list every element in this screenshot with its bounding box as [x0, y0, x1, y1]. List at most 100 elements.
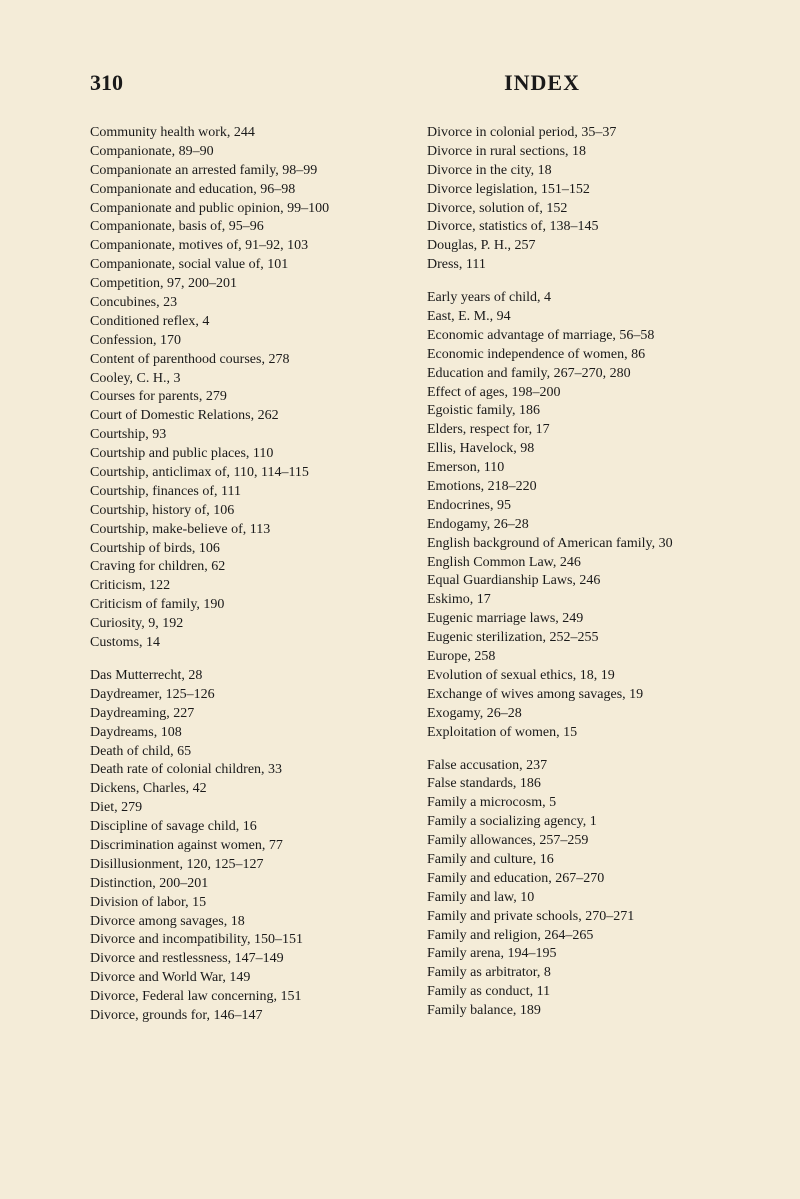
index-entry: Family and culture, 16 [427, 851, 740, 870]
index-entry: Courtship, history of, 106 [90, 502, 403, 521]
index-entry: Europe, 258 [427, 648, 740, 667]
index-entry: Daydreaming, 227 [90, 705, 403, 724]
index-entry: Divorce legislation, 151–152 [427, 181, 740, 200]
index-entry: Ellis, Havelock, 98 [427, 440, 740, 459]
index-entry: Daydreamer, 125–126 [90, 686, 403, 705]
index-entry: Dress, 111 [427, 256, 740, 275]
index-entry: Customs, 14 [90, 634, 403, 653]
index-entry: Divorce and restlessness, 147–149 [90, 950, 403, 969]
section-gap [90, 653, 403, 667]
index-entry: Content of parenthood courses, 278 [90, 351, 403, 370]
index-entry: False accusation, 237 [427, 757, 740, 776]
index-entry: Courtship of birds, 106 [90, 540, 403, 559]
index-entry: Family and law, 10 [427, 889, 740, 908]
index-entry: English background of American family, 3… [427, 535, 740, 554]
index-entry: Economic independence of women, 86 [427, 346, 740, 365]
index-entry: Family as conduct, 11 [427, 983, 740, 1002]
index-entry: Companionate, motives of, 91–92, 103 [90, 237, 403, 256]
index-entry: Divorce in the city, 18 [427, 162, 740, 181]
index-entry: Evolution of sexual ethics, 18, 19 [427, 667, 740, 686]
page-header: 310 INDEX [90, 70, 740, 96]
left-column: Community health work, 244Companionate, … [90, 124, 403, 1026]
index-entry: Endocrines, 95 [427, 497, 740, 516]
index-entry: Family a microcosm, 5 [427, 794, 740, 813]
index-title: INDEX [504, 70, 580, 96]
right-column: Divorce in colonial period, 35–37Divorce… [427, 124, 740, 1026]
index-entry: Concubines, 23 [90, 294, 403, 313]
index-entry: Eugenic sterilization, 252–255 [427, 629, 740, 648]
index-entry: Divorce and incompatibility, 150–151 [90, 931, 403, 950]
index-entry: Exchange of wives among savages, 19 [427, 686, 740, 705]
index-entry: Criticism of family, 190 [90, 596, 403, 615]
index-entry: Divorce, solution of, 152 [427, 200, 740, 219]
index-entry: Divorce in rural sections, 18 [427, 143, 740, 162]
index-entry: Criticism, 122 [90, 577, 403, 596]
index-entry: Death of child, 65 [90, 743, 403, 762]
index-entry: Divorce, grounds for, 146–147 [90, 1007, 403, 1026]
index-entry: Court of Domestic Relations, 262 [90, 407, 403, 426]
index-entry: False standards, 186 [427, 775, 740, 794]
index-entry: Courses for parents, 279 [90, 388, 403, 407]
index-entry: Divorce in colonial period, 35–37 [427, 124, 740, 143]
index-entry: Craving for children, 62 [90, 558, 403, 577]
index-entry: Courtship, 93 [90, 426, 403, 445]
index-entry: Companionate, basis of, 95–96 [90, 218, 403, 237]
index-entry: Distinction, 200–201 [90, 875, 403, 894]
index-entry: Family allowances, 257–259 [427, 832, 740, 851]
index-entry: Egoistic family, 186 [427, 402, 740, 421]
index-page: 310 INDEX Community health work, 244Comp… [0, 0, 800, 1199]
index-entry: Companionate, 89–90 [90, 143, 403, 162]
index-entry: English Common Law, 246 [427, 554, 740, 573]
index-entry: Disillusionment, 120, 125–127 [90, 856, 403, 875]
index-entry: Diet, 279 [90, 799, 403, 818]
index-entry: Discipline of savage child, 16 [90, 818, 403, 837]
index-entry: Douglas, P. H., 257 [427, 237, 740, 256]
index-entry: Curiosity, 9, 192 [90, 615, 403, 634]
index-entry: Family as arbitrator, 8 [427, 964, 740, 983]
index-entry: Companionate and education, 96–98 [90, 181, 403, 200]
index-entry: Courtship, finances of, 111 [90, 483, 403, 502]
index-entry: Emerson, 110 [427, 459, 740, 478]
index-entry: Family balance, 189 [427, 1002, 740, 1021]
index-entry: East, E. M., 94 [427, 308, 740, 327]
index-entry: Confession, 170 [90, 332, 403, 351]
index-entry: Divorce among savages, 18 [90, 913, 403, 932]
index-entry: Eugenic marriage laws, 249 [427, 610, 740, 629]
index-entry: Emotions, 218–220 [427, 478, 740, 497]
index-entry: Courtship, make-believe of, 113 [90, 521, 403, 540]
index-entry: Family arena, 194–195 [427, 945, 740, 964]
section-gap [427, 743, 740, 757]
index-entry: Early years of child, 4 [427, 289, 740, 308]
index-entry: Exploitation of women, 15 [427, 724, 740, 743]
index-entry: Courtship and public places, 110 [90, 445, 403, 464]
section-gap [427, 275, 740, 289]
index-entry: Divorce, Federal law concerning, 151 [90, 988, 403, 1007]
index-entry: Divorce, statistics of, 138–145 [427, 218, 740, 237]
index-entry: Dickens, Charles, 42 [90, 780, 403, 799]
index-entry: Companionate, social value of, 101 [90, 256, 403, 275]
index-entry: Family a socializing agency, 1 [427, 813, 740, 832]
index-entry: Daydreams, 108 [90, 724, 403, 743]
index-entry: Equal Guardianship Laws, 246 [427, 572, 740, 591]
index-entry: Courtship, anticlimax of, 110, 114–115 [90, 464, 403, 483]
index-entry: Discrimination against women, 77 [90, 837, 403, 856]
index-entry: Companionate an arrested family, 98–99 [90, 162, 403, 181]
page-number: 310 [90, 70, 123, 96]
index-entry: Companionate and public opinion, 99–100 [90, 200, 403, 219]
index-entry: Education and family, 267–270, 280 [427, 365, 740, 384]
index-entry: Division of labor, 15 [90, 894, 403, 913]
index-entry: Death rate of colonial children, 33 [90, 761, 403, 780]
index-entry: Family and education, 267–270 [427, 870, 740, 889]
index-entry: Family and religion, 264–265 [427, 927, 740, 946]
index-entry: Economic advantage of marriage, 56–58 [427, 327, 740, 346]
index-entry: Conditioned reflex, 4 [90, 313, 403, 332]
index-entry: Endogamy, 26–28 [427, 516, 740, 535]
index-entry: Das Mutterrecht, 28 [90, 667, 403, 686]
index-columns: Community health work, 244Companionate, … [90, 124, 740, 1026]
index-entry: Community health work, 244 [90, 124, 403, 143]
index-entry: Divorce and World War, 149 [90, 969, 403, 988]
index-entry: Effect of ages, 198–200 [427, 384, 740, 403]
index-entry: Family and private schools, 270–271 [427, 908, 740, 927]
index-entry: Cooley, C. H., 3 [90, 370, 403, 389]
index-entry: Elders, respect for, 17 [427, 421, 740, 440]
